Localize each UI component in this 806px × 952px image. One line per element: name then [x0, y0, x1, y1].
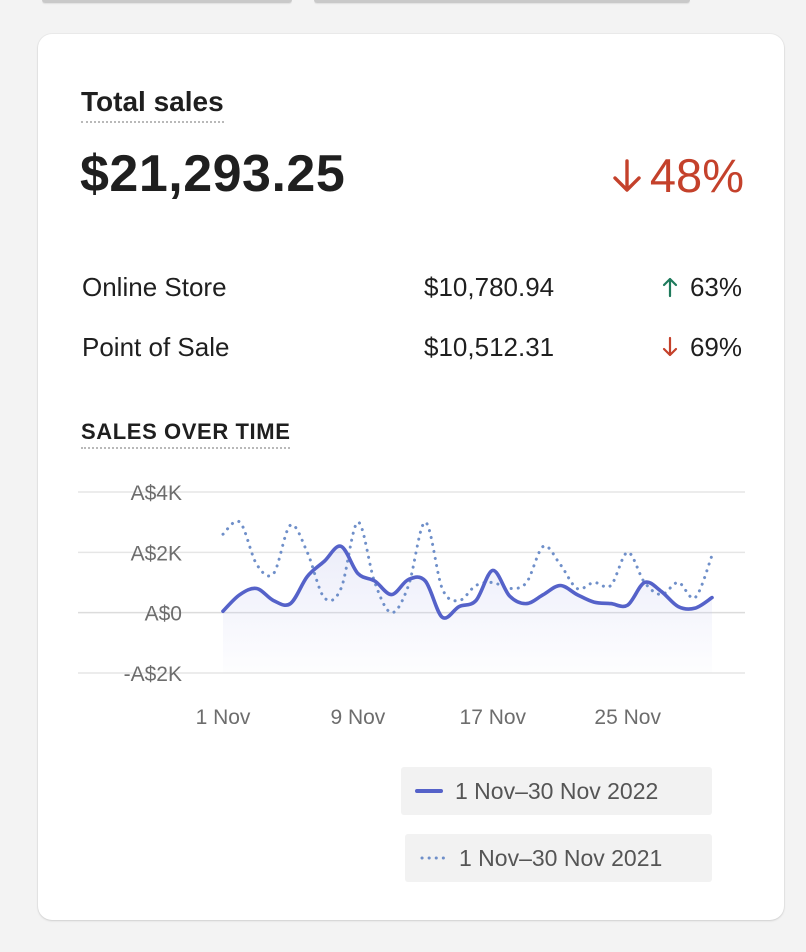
- legend-label: 1 Nov–30 Nov 2021: [459, 844, 663, 871]
- card-title[interactable]: Total sales: [81, 84, 224, 123]
- series-line-2022: [221, 544, 714, 620]
- channel-change: 69%: [662, 330, 742, 364]
- legend-item-2021[interactable]: 1 Nov–30 Nov 2021: [405, 834, 712, 882]
- dotted-line-swatch: [420, 856, 447, 860]
- total-change-badge: 48%: [612, 146, 744, 206]
- x-tick-label: 25 Nov: [594, 706, 661, 729]
- y-tick-label: A$2K: [131, 542, 182, 565]
- top-tab-left[interactable]: [42, 0, 292, 3]
- channel-amount: $10,780.94: [424, 272, 555, 302]
- total-sales-value: $21,293.25: [80, 145, 346, 203]
- total-change-value: 48%: [649, 149, 744, 202]
- y-tick-label: A$4K: [131, 482, 182, 505]
- sales-over-time-chart: A$4K A$2K A$0 -A$2K 1 Nov 9 Nov 17 Nov 25 Nov: [78, 482, 745, 729]
- channel-name: Point of Sale: [82, 332, 230, 362]
- channel-row-point-of-sale: Point of Sale $10,512.31 69%: [82, 330, 742, 364]
- channel-name: Online Store: [82, 272, 227, 302]
- legend-item-2022[interactable]: 1 Nov–30 Nov 2022: [401, 767, 712, 815]
- channel-row-online-store: Online Store $10,780.94 63%: [82, 270, 742, 304]
- x-tick-label: 1 Nov: [196, 706, 251, 729]
- arrow-down-icon: [613, 159, 641, 192]
- x-tick-label: 17 Nov: [460, 706, 527, 729]
- series-area-2022: [223, 546, 712, 673]
- arrow-down-icon: [662, 336, 678, 357]
- top-tab-right[interactable]: [314, 0, 690, 3]
- channel-amount: $10,512.31: [424, 332, 555, 362]
- series-line-2021: [221, 519, 714, 615]
- arrow-up-icon: [662, 277, 678, 298]
- channel-change-value: 69%: [689, 332, 742, 362]
- channel-change-value: 63%: [689, 272, 742, 302]
- y-tick-label: -A$2K: [124, 663, 182, 686]
- channel-change: 63%: [662, 270, 742, 304]
- legend-label: 1 Nov–30 Nov 2022: [455, 777, 659, 804]
- sales-over-time-title[interactable]: SALES OVER TIME: [81, 418, 291, 449]
- x-tick-label: 9 Nov: [330, 706, 385, 729]
- total-sales-card: Total sales $21,293.25 48% Online Store …: [38, 34, 784, 920]
- solid-line-swatch: [415, 789, 443, 793]
- y-tick-label: A$0: [145, 603, 182, 626]
